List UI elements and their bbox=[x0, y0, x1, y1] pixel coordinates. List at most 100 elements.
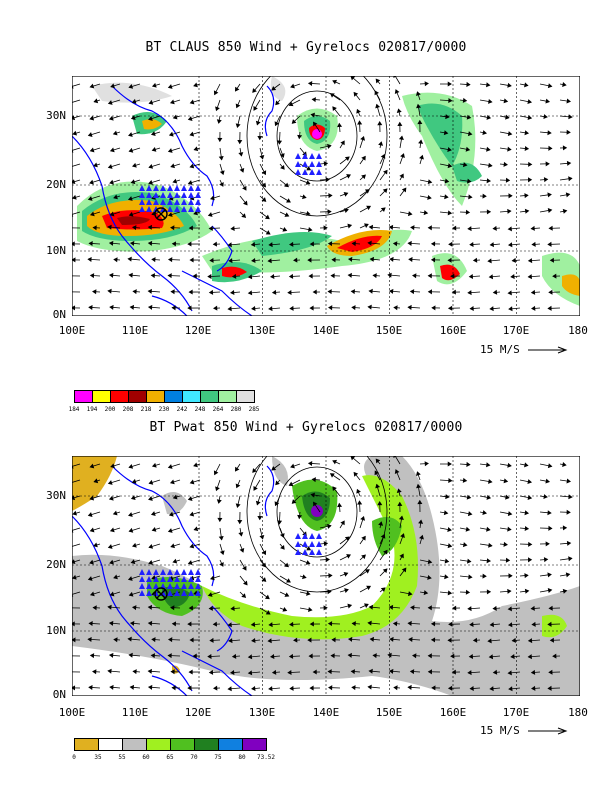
wind-vector-head bbox=[416, 91, 421, 96]
gyreloc-marker bbox=[195, 576, 201, 582]
panel2-xtick: 130E bbox=[248, 706, 276, 719]
wind-vector-head bbox=[347, 636, 353, 642]
wind-vector-head bbox=[327, 289, 332, 295]
gyreloc-marker bbox=[295, 549, 301, 555]
wind-vector-head bbox=[465, 146, 471, 152]
wind-vector-head bbox=[268, 622, 273, 628]
panel2-wind-vectors bbox=[72, 456, 573, 692]
wind-vector-head bbox=[107, 604, 112, 610]
wind-vector-head bbox=[524, 193, 529, 199]
wind-vector-head bbox=[193, 146, 199, 152]
wind-vector-head bbox=[327, 621, 333, 627]
wind-vector-head bbox=[486, 589, 492, 595]
gyreloc-marker bbox=[295, 541, 301, 547]
wind-vector-head bbox=[151, 462, 157, 468]
wind-vector-head bbox=[287, 289, 292, 295]
wind-vector-head bbox=[407, 620, 412, 626]
wind-vector-head bbox=[108, 495, 114, 501]
wind-vector-head bbox=[416, 471, 421, 476]
wind-vector-head bbox=[307, 637, 312, 643]
wind-vector-head bbox=[277, 520, 283, 525]
wind-vector-head bbox=[543, 494, 548, 500]
wind-vector-head bbox=[545, 478, 550, 484]
wind-vector-head bbox=[257, 516, 263, 521]
wind-vector-head bbox=[507, 622, 513, 628]
wind-vector-head bbox=[409, 289, 415, 295]
wind-vector-head bbox=[524, 525, 530, 531]
wind-vector-head bbox=[547, 241, 552, 247]
wind-vector-head bbox=[130, 179, 136, 185]
wind-vector-head bbox=[131, 98, 137, 104]
wind-vector-head bbox=[129, 304, 135, 310]
wind-vector-head bbox=[189, 479, 195, 485]
wind-vector-head bbox=[307, 81, 313, 87]
gyreloc-marker bbox=[139, 192, 145, 198]
wind-vector-head bbox=[466, 494, 472, 500]
wind-vector-head bbox=[508, 686, 513, 692]
wind-vector-head bbox=[227, 242, 232, 248]
wind-vector-head bbox=[89, 495, 95, 501]
wind-vector-head bbox=[547, 588, 553, 593]
wind-vector-head bbox=[447, 637, 452, 643]
wind-vector-head bbox=[87, 132, 93, 137]
wind-vector-head bbox=[88, 305, 93, 311]
wind-vector-head bbox=[545, 541, 550, 547]
wind-vector-head bbox=[306, 166, 312, 171]
wind-vector-head bbox=[507, 242, 513, 248]
wind-vector-head bbox=[327, 669, 332, 675]
wind-vector-head bbox=[408, 636, 413, 643]
wind-vector-head bbox=[375, 103, 381, 109]
gyreloc-marker bbox=[139, 576, 145, 582]
wind-vector-head bbox=[207, 212, 213, 217]
wind-vector-head bbox=[188, 605, 193, 611]
colorbar-swatch bbox=[110, 390, 129, 403]
gyreloc-marker bbox=[188, 590, 194, 596]
wind-vector-head bbox=[378, 141, 384, 146]
wind-vector-head bbox=[344, 588, 349, 593]
wind-vector-head bbox=[427, 669, 433, 675]
wind-vector-head bbox=[168, 511, 174, 517]
wind-vector-head bbox=[407, 684, 412, 690]
wind-vector-head bbox=[127, 196, 133, 201]
wind-vector-head bbox=[531, 241, 536, 247]
wind-vector-head bbox=[548, 145, 553, 151]
wind-vector-head bbox=[127, 256, 132, 262]
gyreloc-marker bbox=[195, 590, 201, 596]
wind-vector-head bbox=[332, 79, 338, 85]
wind-vector-head bbox=[169, 479, 175, 485]
panel1-xtick: 180 bbox=[568, 324, 588, 337]
wind-vector-head bbox=[247, 274, 253, 280]
wind-vector-head bbox=[89, 591, 95, 597]
colorbar-swatch bbox=[236, 390, 255, 403]
wind-vector-head bbox=[107, 100, 113, 105]
wind-vector-head bbox=[109, 147, 115, 153]
wind-vector-head bbox=[549, 637, 554, 643]
wind-vector-head bbox=[168, 637, 173, 643]
wind-vector-head bbox=[132, 605, 137, 611]
wind-vector-head bbox=[511, 257, 517, 263]
panel2-title: BT Pwat 850 Wind + Gyrelocs 020817/0000 bbox=[149, 420, 463, 435]
wind-vector-head bbox=[380, 587, 386, 592]
wind-vector-head bbox=[443, 510, 449, 516]
wind-vector-head bbox=[215, 106, 220, 112]
wind-vector-head bbox=[271, 669, 277, 675]
wind-vector-head bbox=[209, 257, 214, 263]
colorbar-swatch bbox=[146, 390, 165, 403]
wind-vector-head bbox=[88, 621, 93, 627]
wind-vector-head bbox=[72, 637, 76, 643]
wind-vector-head bbox=[447, 543, 453, 549]
wind-vector-head bbox=[548, 289, 553, 295]
wind-vector-head bbox=[356, 488, 361, 494]
wind-vector-head bbox=[147, 288, 152, 294]
colorbar-swatch bbox=[218, 738, 243, 751]
wind-vector-head bbox=[547, 208, 553, 213]
wind-vector-head bbox=[361, 535, 366, 541]
wind-vector-head bbox=[107, 288, 112, 294]
colorbar-label: 264 bbox=[212, 406, 224, 413]
wind-vector-head bbox=[418, 519, 424, 524]
wind-vector-head bbox=[274, 121, 280, 127]
gyreloc-marker bbox=[188, 576, 194, 582]
wind-vector-head bbox=[217, 137, 223, 143]
wind-vector-head bbox=[568, 556, 573, 562]
wind-vector-head bbox=[547, 572, 552, 578]
